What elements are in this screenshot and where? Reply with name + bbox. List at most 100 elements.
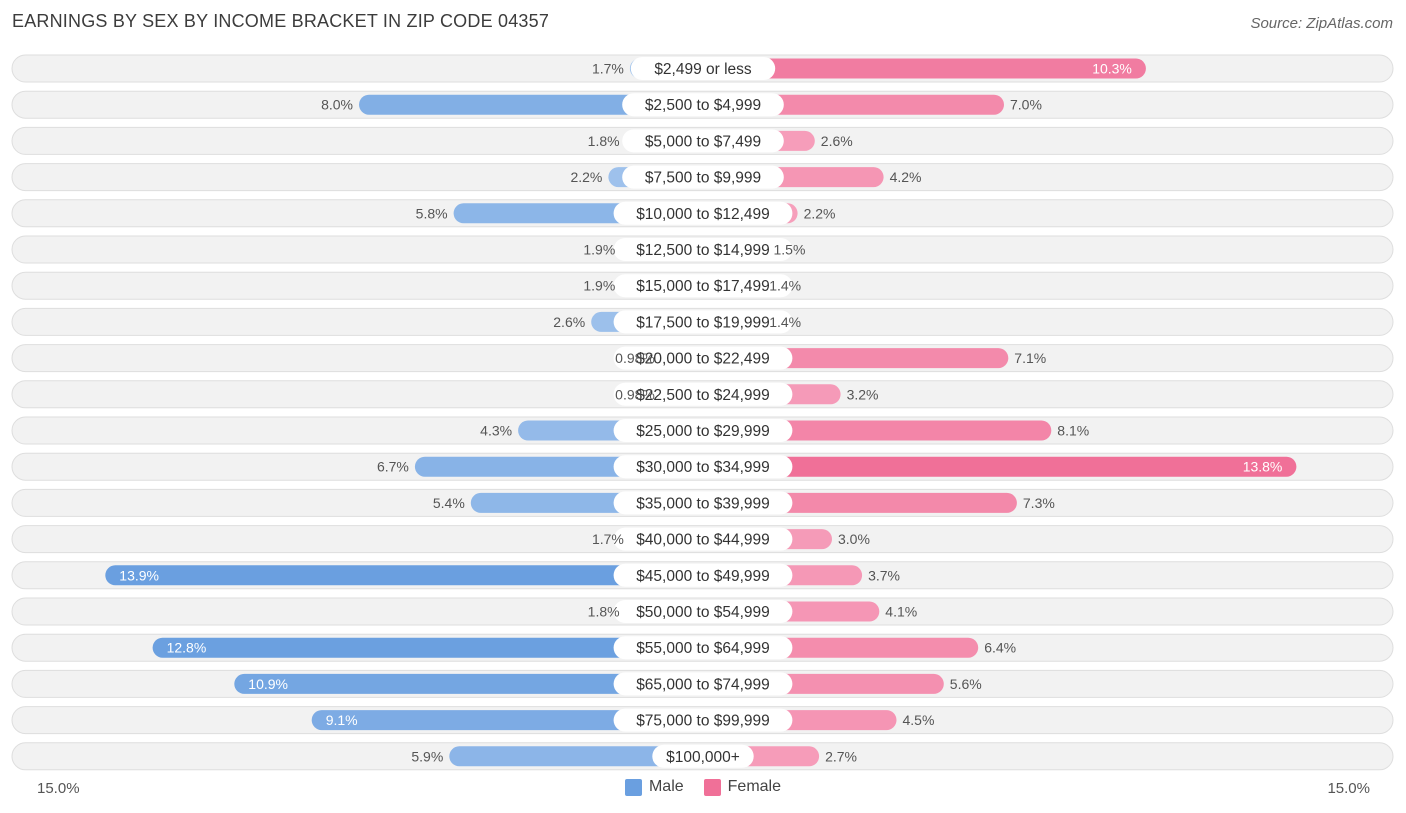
category-label: $40,000 to $44,999 bbox=[636, 532, 770, 549]
female-bar bbox=[693, 58, 1146, 79]
female-value-label: 8.1% bbox=[1057, 423, 1089, 439]
female-value-label: 4.5% bbox=[903, 712, 935, 728]
female-value-label: 2.2% bbox=[804, 205, 836, 221]
category-label: $45,000 to $49,999 bbox=[636, 568, 770, 585]
category-label: $20,000 to $22,499 bbox=[636, 351, 770, 368]
male-value-label: 13.9% bbox=[119, 567, 159, 583]
category-label: $65,000 to $74,999 bbox=[636, 676, 770, 693]
bar-row[interactable]: $15,000 to $17,499 1.9% 1.4% bbox=[11, 271, 1394, 300]
category-label-bg bbox=[613, 563, 793, 587]
source-label: Source: ZipAtlas.com bbox=[1250, 15, 1393, 32]
category-label-bg bbox=[613, 419, 793, 442]
male-value-label: 5.4% bbox=[433, 495, 465, 511]
bar-row[interactable]: $55,000 to $64,999 12.8% 6.4% bbox=[11, 633, 1394, 662]
male-value-label: 12.8% bbox=[167, 640, 207, 656]
male-bar bbox=[311, 710, 713, 731]
category-label-bg bbox=[613, 636, 793, 660]
category-label-bg bbox=[630, 57, 776, 80]
category-label: $17,500 to $19,999 bbox=[636, 314, 770, 331]
bar-row[interactable]: $40,000 to $44,999 1.7% 3.0% bbox=[11, 525, 1394, 554]
chart-title: EARNINGS BY SEX BY INCOME BRACKET IN ZIP… bbox=[12, 11, 550, 31]
male-bar bbox=[234, 673, 714, 694]
category-label-bg bbox=[622, 129, 784, 153]
bar-row[interactable]: $30,000 to $34,999 6.7% 13.8% bbox=[11, 452, 1394, 481]
male-value-label: 0.98% bbox=[615, 386, 655, 402]
male-value-label: 1.9% bbox=[583, 242, 615, 258]
female-value-label: 3.7% bbox=[868, 567, 900, 583]
bar-row[interactable]: $2,500 to $4,999 8.0% 7.0% bbox=[11, 90, 1394, 119]
legend-item-female[interactable]: Female bbox=[703, 778, 781, 796]
axis-right-label: 15.0% bbox=[1327, 780, 1370, 797]
male-value-label: 10.9% bbox=[248, 676, 288, 692]
category-label: $22,500 to $24,999 bbox=[636, 387, 770, 404]
female-value-label: 13.8% bbox=[1243, 459, 1283, 475]
female-value-label: 1.5% bbox=[774, 242, 806, 258]
category-label-bg bbox=[613, 527, 793, 551]
male-value-label: 6.7% bbox=[377, 459, 409, 475]
male-value-label: 1.9% bbox=[583, 278, 615, 294]
legend: Male Female bbox=[0, 778, 1406, 796]
female-value-label: 1.4% bbox=[769, 314, 801, 330]
category-label: $2,500 to $4,999 bbox=[645, 97, 761, 114]
category-label: $100,000+ bbox=[666, 749, 740, 766]
bar-row[interactable]: $17,500 to $19,999 2.6% 1.4% bbox=[11, 307, 1394, 336]
category-label: $10,000 to $12,499 bbox=[636, 206, 770, 223]
bar-row[interactable]: $5,000 to $7,499 1.8% 2.6% bbox=[11, 126, 1394, 155]
category-label: $75,000 to $99,999 bbox=[636, 713, 770, 730]
bar-row[interactable]: $65,000 to $74,999 10.9% 5.6% bbox=[11, 669, 1394, 698]
category-label: $7,500 to $9,999 bbox=[645, 170, 761, 187]
legend-swatch-male bbox=[624, 778, 642, 796]
male-bar bbox=[105, 565, 714, 586]
category-label-bg bbox=[613, 201, 793, 225]
female-value-label: 1.4% bbox=[769, 278, 801, 294]
category-label-bg bbox=[622, 165, 784, 189]
category-label: $55,000 to $64,999 bbox=[636, 640, 770, 657]
bar-row[interactable]: $45,000 to $49,999 13.9% 3.7% bbox=[11, 561, 1394, 590]
bar-row[interactable]: $7,500 to $9,999 2.2% 4.2% bbox=[11, 163, 1394, 192]
category-label-bg bbox=[622, 93, 784, 117]
category-label: $35,000 to $39,999 bbox=[636, 495, 770, 512]
category-label-bg bbox=[613, 238, 793, 261]
category-label-bg bbox=[613, 600, 793, 623]
bar-row[interactable]: $10,000 to $12,499 5.8% 2.2% bbox=[11, 199, 1394, 228]
female-value-label: 6.4% bbox=[984, 640, 1016, 656]
male-bar bbox=[152, 637, 714, 658]
category-label: $15,000 to $17,499 bbox=[636, 278, 770, 295]
category-label-bg bbox=[613, 455, 793, 479]
bar-row[interactable]: $25,000 to $29,999 4.3% 8.1% bbox=[11, 416, 1394, 445]
bar-row[interactable]: $2,499 or less 1.7% 10.3% bbox=[11, 54, 1394, 83]
category-label: $2,499 or less bbox=[654, 61, 752, 78]
bar-row[interactable]: $50,000 to $54,999 1.8% 4.1% bbox=[11, 597, 1394, 626]
category-label: $50,000 to $54,999 bbox=[636, 604, 770, 621]
legend-item-male[interactable]: Male bbox=[624, 778, 684, 796]
male-value-label: 8.0% bbox=[321, 97, 353, 113]
legend-label-male: Male bbox=[648, 778, 684, 795]
axis-left-label: 15.0% bbox=[37, 780, 80, 797]
category-label-bg bbox=[613, 708, 793, 732]
male-value-label: 1.8% bbox=[588, 133, 620, 149]
female-value-label: 7.3% bbox=[1023, 495, 1055, 511]
bar-row[interactable]: $35,000 to $39,999 5.4% 7.3% bbox=[11, 488, 1394, 517]
male-value-label: 1.7% bbox=[592, 61, 624, 77]
category-label-bg bbox=[613, 382, 793, 406]
bar-row[interactable]: $12,500 to $14,999 1.9% 1.5% bbox=[11, 235, 1394, 264]
male-value-label: 4.3% bbox=[480, 423, 512, 439]
female-value-label: 7.1% bbox=[1014, 350, 1046, 366]
male-value-label: 1.8% bbox=[588, 604, 620, 620]
female-value-label: 7.0% bbox=[1010, 97, 1042, 113]
male-value-label: 2.2% bbox=[570, 169, 602, 185]
category-label-bg bbox=[613, 491, 793, 515]
category-label-bg bbox=[613, 310, 793, 334]
bar-row[interactable]: $100,000+ 5.9% 2.7% bbox=[11, 742, 1394, 771]
female-value-label: 3.0% bbox=[838, 531, 870, 547]
female-value-label: 3.2% bbox=[847, 386, 879, 402]
female-value-label: 2.7% bbox=[825, 748, 857, 764]
female-value-label: 10.3% bbox=[1092, 61, 1132, 77]
female-value-label: 4.2% bbox=[890, 169, 922, 185]
bar-row[interactable]: $75,000 to $99,999 9.1% 4.5% bbox=[11, 706, 1394, 735]
male-value-label: 2.6% bbox=[553, 314, 585, 330]
category-label-bg bbox=[613, 672, 793, 696]
